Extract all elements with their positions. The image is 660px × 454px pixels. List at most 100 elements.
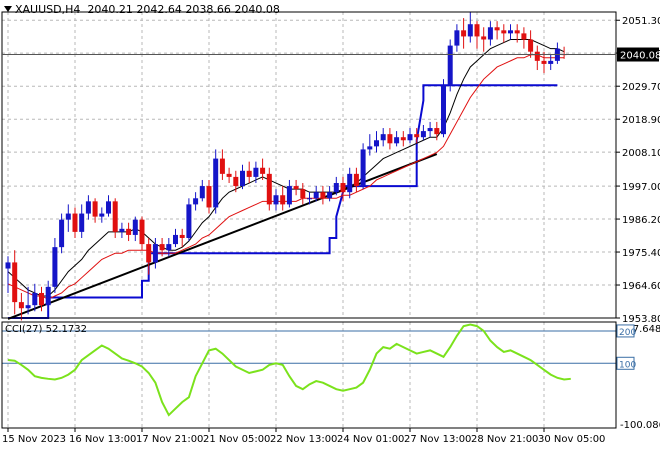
candle-body — [467, 24, 473, 37]
candle-body — [119, 228, 125, 232]
candle-body — [39, 292, 44, 306]
candle-body — [514, 30, 520, 34]
cci-bottom-label: -100.0862 — [620, 420, 660, 431]
candle-body — [152, 244, 158, 263]
slow-ma-line — [7, 54, 565, 300]
candle — [467, 12, 473, 43]
candle — [420, 124, 426, 141]
candle — [333, 176, 339, 196]
x-tick-label: 24 Nov 01:00 — [337, 434, 404, 445]
candle — [427, 121, 433, 138]
current-price-marker: 2040.08 — [2, 47, 660, 62]
candle — [226, 167, 232, 184]
candle — [72, 207, 78, 238]
cci-indicator — [7, 323, 571, 417]
candle — [179, 228, 185, 248]
candle — [79, 204, 85, 238]
cci-level-box — [616, 356, 635, 370]
y-tick-label: 1997.00 — [622, 182, 660, 193]
candle-body — [79, 213, 85, 232]
candle-body — [193, 198, 199, 205]
candle-body — [233, 176, 239, 187]
candle-body — [219, 158, 225, 174]
candle — [146, 237, 152, 275]
y-tick-label: 2008.10 — [622, 148, 660, 159]
candle — [39, 286, 44, 312]
y-tick-label: 1975.40 — [622, 248, 660, 259]
price-axis: 2051.302040.552029.702018.902008.101997.… — [616, 16, 660, 325]
candle — [380, 128, 386, 147]
candle — [92, 198, 98, 223]
cci-grid — [2, 322, 616, 428]
candle-body — [487, 27, 493, 40]
candle — [461, 18, 467, 49]
x-tick-label: 16 Nov 13:00 — [69, 434, 136, 445]
cci-level-box — [616, 324, 635, 338]
candle-body — [126, 228, 132, 235]
x-tick-label: 27 Nov 13:00 — [404, 434, 471, 445]
candle-body — [206, 186, 212, 208]
candle — [340, 176, 346, 202]
candle-body — [387, 134, 393, 144]
candle — [554, 42, 560, 64]
candle-body — [534, 51, 540, 61]
candle — [454, 24, 460, 52]
y-tick-label: 1986.20 — [622, 215, 660, 226]
candle-body — [32, 292, 38, 306]
current-price-label: 2040.08 — [620, 51, 660, 62]
candle-body — [461, 30, 467, 37]
candle — [266, 167, 272, 211]
candle-body — [18, 302, 24, 309]
candle-body — [146, 244, 152, 263]
candle — [12, 250, 18, 315]
candle — [159, 237, 165, 257]
candle — [293, 179, 299, 196]
price-grid — [2, 12, 616, 319]
candle-body — [213, 158, 219, 208]
candle-body — [307, 198, 312, 200]
ohlc-values: 2040.21 2042.64 2038.66 2040.08 — [87, 3, 280, 16]
candle — [414, 128, 420, 144]
candle-body — [360, 149, 366, 187]
x-tick-label: 15 Nov 2023 — [2, 434, 66, 445]
x-tick-label: 30 Nov 05:00 — [538, 434, 605, 445]
y-tick-label: 2051.30 — [622, 16, 660, 27]
candle — [52, 237, 58, 293]
candle — [360, 143, 366, 190]
candle — [521, 27, 527, 49]
candle-body — [508, 30, 513, 34]
candle — [233, 170, 239, 193]
candle-body — [45, 286, 51, 306]
candle-body — [260, 167, 266, 174]
candle — [353, 167, 359, 193]
candle — [474, 21, 480, 49]
cci-title: CCI(27) 52.1732 — [5, 324, 87, 335]
candle — [434, 121, 440, 141]
candle-body — [474, 24, 480, 37]
y-tick-label: 1953.80 — [622, 314, 660, 325]
candle — [501, 24, 507, 43]
candle — [441, 79, 446, 138]
candle — [240, 164, 245, 190]
candle-body — [454, 30, 460, 46]
candle-body — [434, 128, 440, 135]
candle — [59, 213, 65, 254]
current-price-box — [617, 47, 659, 62]
candle — [112, 198, 118, 238]
candle-body — [367, 146, 373, 150]
candle — [407, 128, 413, 144]
candle-body — [65, 213, 71, 220]
candle-body — [407, 134, 413, 141]
dropdown-triangle-icon[interactable] — [4, 6, 12, 12]
candle-body — [394, 137, 400, 144]
cci-line — [7, 323, 571, 417]
candle — [166, 237, 172, 257]
candle — [253, 161, 259, 184]
candle-body — [494, 27, 500, 31]
candle-body — [420, 131, 426, 138]
candle-body — [5, 262, 11, 269]
candle-body — [173, 234, 178, 245]
